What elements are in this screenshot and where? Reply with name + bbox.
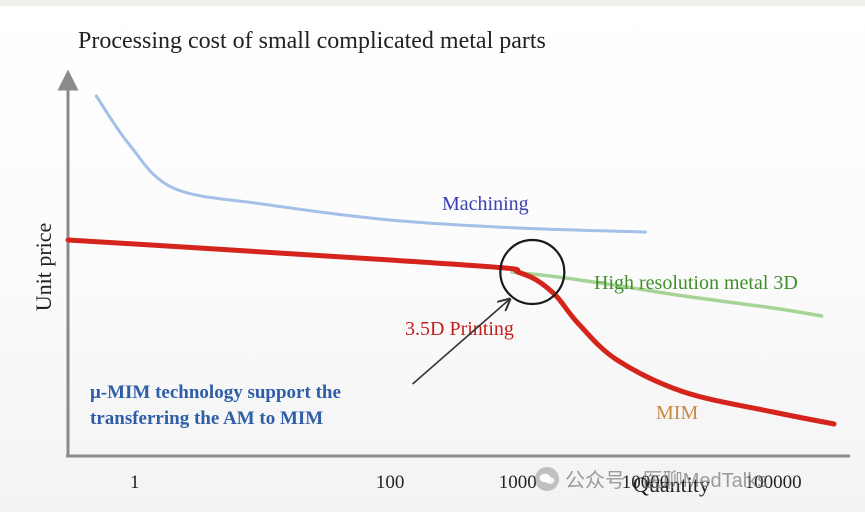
transition-circle	[499, 238, 566, 306]
x-tick-label-1: 1	[130, 472, 140, 493]
x-tick-label-100: 100	[376, 472, 405, 493]
watermark-text: 公众号 · 医聊MedTalks	[565, 470, 768, 492]
annotation-text-line2: transferring the AM to MIM	[90, 408, 323, 429]
mim-label: MIM	[656, 402, 698, 424]
printing-label: 3.5D Printing	[405, 318, 514, 340]
x-tick-label-1000: 1000	[499, 472, 537, 493]
x-axis-label: Quantity	[633, 472, 710, 497]
hires3d-label: High resolution metal 3D	[594, 272, 798, 294]
printing-series-line	[65, 237, 837, 427]
annotation-text-line1: μ-MIM technology support the	[90, 382, 341, 403]
wechat-icon	[535, 466, 559, 491]
x-tick-label-10000: 10000	[622, 472, 670, 493]
machining-series-line	[94, 94, 647, 234]
chart-title: Processing cost of small complicated met…	[78, 28, 546, 54]
x-tick-label-100000: 100000	[745, 472, 802, 493]
machining-label: Machining	[442, 193, 529, 215]
top-strip	[0, 0, 865, 6]
annotation-arrow	[412, 300, 509, 385]
x-tick-labels: 1 100 1000 10000 100000	[130, 472, 802, 493]
series-lines	[65, 94, 837, 427]
y-axis-label: Unit price	[31, 223, 56, 312]
hires3d-series-line	[510, 270, 824, 318]
watermark: 公众号 · 医聊MedTalks	[535, 464, 767, 493]
